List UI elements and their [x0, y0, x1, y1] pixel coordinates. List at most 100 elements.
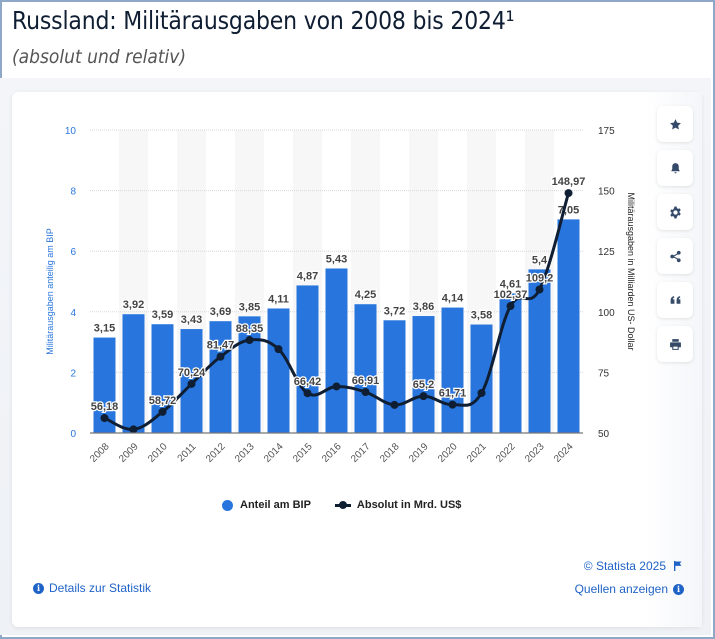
- line-label: 81,47: [207, 340, 235, 352]
- x-tick-label: 2017: [349, 441, 373, 465]
- bar-label: 3,59: [152, 309, 173, 321]
- info-icon: i: [673, 583, 684, 595]
- line-point-2008[interactable]: [100, 414, 109, 423]
- bar-2018[interactable]: [383, 320, 406, 433]
- x-tick-label: 2023: [523, 441, 547, 465]
- right-tick-label: 50: [598, 429, 610, 440]
- line-label: 148,97: [552, 176, 586, 188]
- bar-2008[interactable]: [93, 337, 116, 433]
- line-label: 102,37: [494, 289, 528, 301]
- left-tick-label: 6: [70, 247, 76, 258]
- bar-2023[interactable]: [528, 269, 551, 433]
- bar-2014[interactable]: [267, 308, 290, 433]
- copyright: © Statista 2025: [584, 559, 682, 573]
- bar-label: 3,15: [94, 323, 115, 335]
- star-icon: [669, 118, 681, 129]
- line-point-2010[interactable]: [158, 407, 167, 416]
- bar-label: 4,87: [297, 270, 318, 282]
- line-point-2015[interactable]: [303, 389, 312, 398]
- x-tick-label: 2016: [320, 441, 344, 465]
- x-tick-label: 2019: [407, 441, 431, 465]
- print-button[interactable]: [657, 326, 693, 362]
- bar-2021[interactable]: [470, 324, 493, 433]
- line-point-2024[interactable]: [564, 189, 573, 198]
- line-point-2016[interactable]: [332, 382, 341, 391]
- bar-label: 3,92: [123, 299, 144, 311]
- line-point-2012[interactable]: [216, 352, 225, 361]
- bar-2019[interactable]: [412, 316, 435, 433]
- bar-label: 3,58: [471, 310, 492, 322]
- right-tick-label: 150: [598, 187, 615, 198]
- line-point-2011[interactable]: [187, 379, 196, 388]
- notification-button[interactable]: [657, 150, 693, 186]
- legend-bar-swatch: [222, 499, 233, 511]
- bar-2012[interactable]: [209, 321, 232, 433]
- x-tick-label: 2009: [117, 441, 141, 465]
- bar-2016[interactable]: [325, 268, 348, 433]
- gear-icon: [669, 206, 681, 218]
- line-point-2009[interactable]: [129, 425, 138, 434]
- legend-line-swatch: [334, 500, 351, 511]
- cite-button[interactable]: [657, 282, 693, 318]
- right-tick-label: 75: [598, 368, 610, 379]
- bar-label: 3,43: [181, 314, 202, 326]
- left-tick-label: 8: [70, 187, 76, 198]
- line-label: 58,72: [149, 395, 177, 407]
- sources-link[interactable]: Quellen anzeigen i: [575, 582, 684, 596]
- bar-2013[interactable]: [238, 316, 261, 433]
- x-tick-label: 2011: [176, 441, 199, 464]
- x-tick-label: 2018: [378, 441, 402, 465]
- page-title: Russland: Militärausgaben von 2008 bis 2…: [12, 6, 515, 35]
- bar-2022[interactable]: [499, 293, 522, 433]
- line-point-2021[interactable]: [477, 389, 486, 398]
- line-point-2013[interactable]: [245, 336, 254, 345]
- share-button[interactable]: [657, 238, 693, 274]
- line-label: 109,2: [526, 272, 554, 284]
- x-tick-label: 2020: [436, 441, 460, 465]
- left-tick-label: 0: [70, 429, 76, 440]
- bar-label: 5,43: [326, 253, 347, 265]
- bar-2009[interactable]: [122, 314, 145, 433]
- settings-button[interactable]: [657, 194, 693, 230]
- line-label: 66,42: [294, 376, 322, 388]
- quote-icon: [670, 295, 680, 304]
- x-tick-label: 2022: [494, 441, 518, 465]
- bar-2017[interactable]: [354, 304, 377, 433]
- chart-legend: Anteil am BIP Absolut in Mrd. US$: [222, 499, 461, 511]
- line-series: [100, 189, 573, 434]
- line-point-2014[interactable]: [274, 345, 283, 354]
- line-label: 66,91: [352, 375, 380, 387]
- bar-label: 4,14: [442, 293, 464, 305]
- line-point-2017[interactable]: [361, 388, 370, 397]
- bar-label: 3,69: [210, 306, 231, 318]
- x-tick-label: 2008: [88, 441, 112, 465]
- line-point-2020[interactable]: [448, 400, 457, 409]
- line-label: 61,71: [439, 388, 467, 400]
- x-tick-label: 2024: [552, 441, 576, 465]
- line-point-2019[interactable]: [419, 392, 428, 401]
- line-label: 70,24: [178, 367, 206, 379]
- right-tick-label: 100: [598, 308, 615, 319]
- x-tick-label: 2015: [291, 441, 315, 465]
- line-path: [103, 192, 570, 431]
- x-tick-label: 2021: [465, 441, 489, 465]
- line-label: 65,2: [413, 379, 434, 391]
- flag-icon[interactable]: [674, 561, 682, 571]
- bar-label: 4,25: [355, 289, 376, 301]
- details-link[interactable]: i Details zur Statistik: [33, 581, 151, 595]
- bar-2015[interactable]: [296, 285, 319, 433]
- right-tick-label: 125: [598, 247, 615, 258]
- line-point-2018[interactable]: [390, 400, 399, 409]
- right-axis-title: Militärausgaben in Milliarden US- Dollar: [626, 192, 636, 350]
- bar-2024[interactable]: [557, 219, 580, 433]
- legend-bar-label: Anteil am BIP: [240, 499, 311, 511]
- right-tick-label: 175: [598, 126, 615, 137]
- bar-label: 3,72: [384, 305, 405, 317]
- info-icon: i: [33, 582, 44, 594]
- x-tick-label: 2012: [204, 441, 228, 465]
- favorite-button[interactable]: [657, 106, 693, 142]
- line-point-2022[interactable]: [506, 302, 515, 311]
- line-point-2023[interactable]: [535, 285, 544, 294]
- bar-2020[interactable]: [441, 307, 464, 433]
